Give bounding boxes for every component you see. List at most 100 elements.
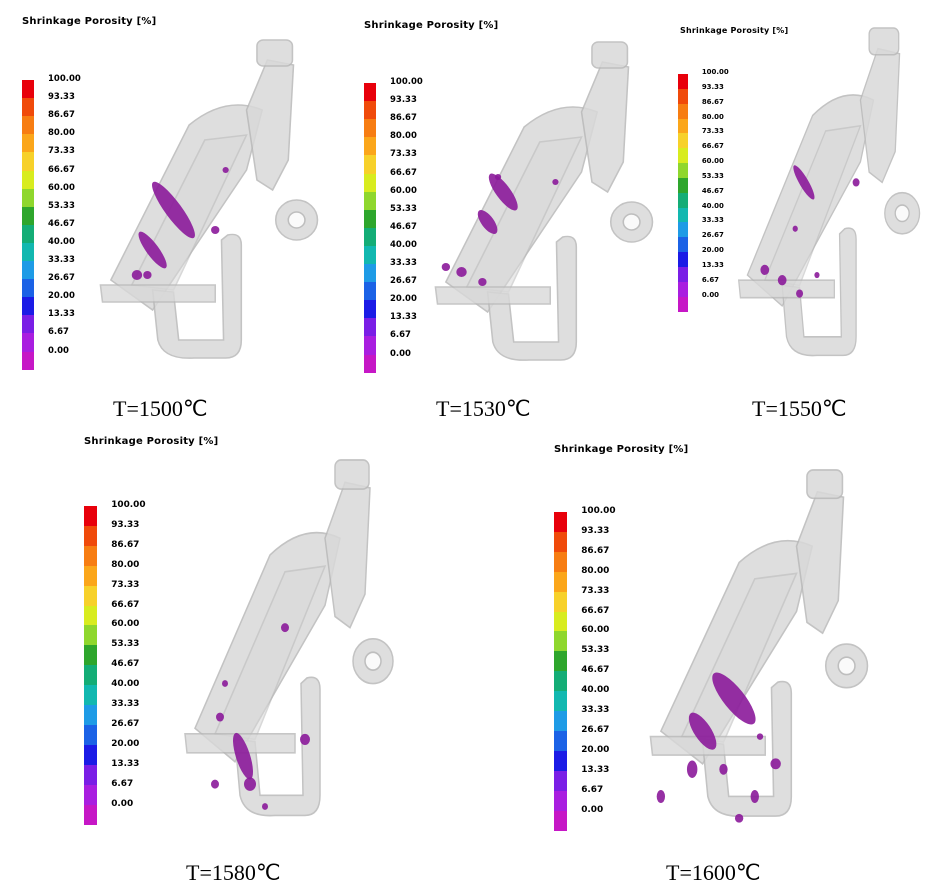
bottom-loop [781, 227, 857, 357]
color-swatch [364, 173, 376, 193]
scale-tick-label: 40.00 [48, 236, 75, 247]
color-swatch [22, 206, 34, 226]
porosity-defect [216, 712, 224, 722]
scale-tick-label: 0.00 [111, 798, 134, 809]
color-swatch [678, 207, 688, 223]
color-swatch [22, 279, 34, 298]
color-swatch [554, 631, 568, 652]
scale-tick-label: 40.00 [581, 685, 610, 696]
scale-tick-label: 13.33 [111, 758, 140, 769]
scale-tick-label: 93.33 [581, 525, 610, 536]
casting-upright [324, 481, 371, 629]
scale-tick-label: 100.00 [111, 500, 146, 510]
scale-tick-label: 0.00 [48, 345, 69, 356]
scale-tick-label: 33.33 [701, 216, 724, 225]
scale-tick-label: 6.67 [48, 327, 69, 338]
scale-tick-label: 20.00 [581, 744, 610, 755]
color-swatch [678, 266, 688, 283]
scale-tick-label: 13.33 [581, 764, 610, 775]
color-swatch [678, 118, 688, 134]
color-swatch [364, 191, 376, 211]
casting-group [184, 459, 394, 817]
porosity-defect [770, 758, 781, 770]
scale-tick-label: 0.00 [581, 804, 604, 815]
scale-tick-label: 86.67 [390, 113, 417, 124]
casting-image [434, 41, 654, 361]
color-swatch [22, 315, 34, 334]
scale-tick-label: 33.33 [390, 258, 417, 268]
scale-tick-label: 86.67 [48, 110, 75, 121]
color-swatch [22, 261, 34, 280]
scale-tick-label: 33.33 [581, 705, 610, 716]
color-swatch [554, 790, 568, 812]
scale-tick-label: 86.67 [581, 545, 610, 556]
casting-group [99, 39, 319, 359]
legend-title: Shrinkage Porosity [%] [680, 26, 789, 35]
casting-image [184, 459, 394, 817]
color-swatch [84, 705, 98, 726]
color-swatch [554, 750, 568, 772]
color-swatch [84, 506, 98, 527]
color-swatch [364, 119, 376, 138]
porosity-defect [750, 789, 759, 803]
color-swatch [678, 148, 688, 164]
scale-tick-label: 80.00 [701, 112, 724, 121]
porosity-defect [233, 732, 253, 780]
color-swatch [22, 297, 34, 316]
scale-tick-label: 73.33 [581, 585, 610, 596]
color-swatch [554, 651, 568, 672]
porosity-defect [686, 760, 698, 778]
scale-tick-label: 20.00 [701, 246, 724, 255]
legend-title: Shrinkage Porosity [%] [364, 20, 499, 31]
scale-tick-label: 13.33 [48, 309, 75, 320]
scale-tick-label: 33.33 [48, 255, 75, 265]
legend-title: Shrinkage Porosity [%] [84, 436, 219, 447]
scale-tick-label: 26.67 [581, 725, 610, 735]
porosity-defect [488, 173, 518, 211]
temperature-caption: T=1580℃ [186, 860, 281, 885]
scale-tick-label: 93.33 [390, 95, 417, 106]
color-swatch [84, 804, 98, 826]
scale-tick-label: 80.00 [48, 128, 75, 139]
porosity-defect [262, 803, 268, 810]
scale-tick-label: 53.33 [581, 645, 610, 656]
color-swatch [678, 74, 688, 90]
porosity-defect [494, 174, 502, 180]
color-swatch [22, 224, 34, 244]
side-ring-hole [837, 656, 856, 676]
scale-tick-label: 46.67 [111, 659, 140, 670]
porosity-defect [300, 733, 310, 745]
porosity-defect [712, 672, 756, 725]
scale-tick-label: 46.67 [701, 186, 724, 195]
casting-image [99, 39, 319, 359]
scale-tick-label: 93.33 [111, 519, 140, 530]
color-swatch [678, 296, 688, 312]
porosity-defect [131, 270, 143, 280]
porosity-defect [777, 275, 787, 286]
color-swatch [554, 591, 568, 613]
casting-upright [795, 490, 845, 635]
top-boss [591, 41, 629, 69]
scale-tick-label: 40.00 [701, 201, 724, 210]
scale-tick-label: 66.67 [111, 599, 140, 610]
porosity-defect [441, 263, 451, 271]
color-swatch [364, 300, 376, 319]
color-swatch [678, 252, 688, 268]
scale-tick-label: 73.33 [390, 149, 417, 160]
legend-title: Shrinkage Porosity [%] [22, 16, 157, 27]
top-boss [334, 459, 370, 490]
panel-1500: Shrinkage Porosity [%] 100.00 93.33 86.67 8… [0, 0, 330, 440]
casting-upright [245, 59, 295, 192]
porosity-defect [756, 733, 764, 740]
color-swatch [364, 83, 376, 102]
color-swatch [364, 245, 376, 265]
porosity-defect [796, 289, 804, 298]
color-swatch [678, 192, 688, 209]
color-swatch [84, 525, 98, 547]
color-swatch [554, 691, 568, 712]
color-swatch [364, 264, 376, 283]
casting-group [649, 469, 869, 823]
color-swatch [678, 177, 688, 194]
temperature-caption: T=1500℃ [113, 396, 208, 421]
scale-tick-label: 60.00 [701, 157, 724, 166]
